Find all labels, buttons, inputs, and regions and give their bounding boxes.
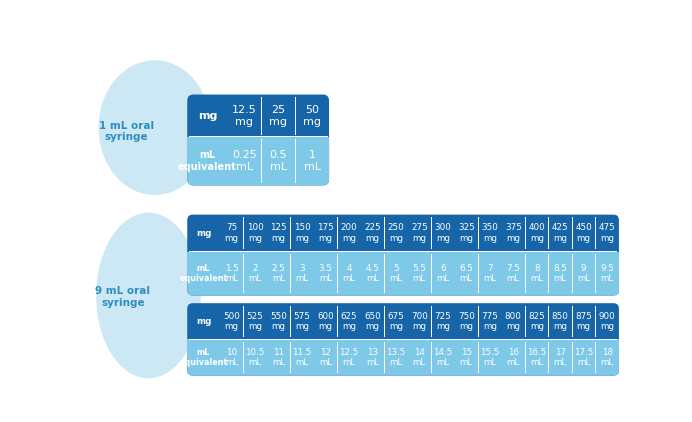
Text: 500
mg: 500 mg [223,311,240,331]
Text: 800
mg: 800 mg [505,311,522,331]
Text: 775
mg: 775 mg [482,311,498,331]
Text: 200
mg: 200 mg [340,223,357,243]
Text: 100
mg: 100 mg [246,223,264,243]
Bar [189,251,617,252]
Text: 9
mL: 9 mL [577,264,590,283]
Text: 12
mL: 12 mL [319,348,332,367]
Text: 325
mg: 325 mg [458,223,475,243]
FancyBboxPatch shape [188,95,329,185]
Text: 13
mL: 13 mL [366,348,379,367]
Text: mg: mg [196,229,211,238]
Text: 450
mg: 450 mg [575,223,592,243]
Text: 3
mL: 3 mL [295,264,309,283]
Ellipse shape [98,60,211,195]
Text: 875
mg: 875 mg [575,311,592,331]
Bar [188,137,329,161]
Text: 4
mL: 4 mL [343,264,356,283]
Text: 12.5
mg: 12.5 mg [232,105,257,127]
Text: 8.5
mL: 8.5 mL [554,264,567,283]
Text: 75
mg: 75 mg [224,223,239,243]
Text: 0.5
mL: 0.5 mL [269,150,287,172]
FancyBboxPatch shape [188,339,619,376]
Text: mL
equivalent: mL equivalent [179,264,228,283]
Text: 10.5
mL: 10.5 mL [246,348,265,367]
Text: 5
mL: 5 mL [390,264,403,283]
Text: 3.5
mL: 3.5 mL [318,264,332,283]
Text: 9 mL oral
syringe: 9 mL oral syringe [95,286,150,308]
Text: 750
mg: 750 mg [458,311,475,331]
Text: mL
equivalent: mL equivalent [179,348,228,367]
Bar [189,339,617,340]
Text: 25
mg: 25 mg [269,105,287,127]
Text: mg: mg [198,111,217,121]
Text: 125
mg: 125 mg [270,223,286,243]
Text: 17
mL: 17 mL [554,348,567,367]
FancyBboxPatch shape [188,215,619,295]
Text: 575
mg: 575 mg [293,311,311,331]
FancyBboxPatch shape [188,137,329,185]
Text: 14.5
mL: 14.5 mL [433,348,453,367]
Text: 625
mg: 625 mg [340,311,357,331]
Text: 675
mg: 675 mg [388,311,404,331]
FancyBboxPatch shape [188,303,619,376]
Bar [188,339,619,357]
Text: 7
mL: 7 mL [483,264,496,283]
Text: 275
mg: 275 mg [411,223,428,243]
Text: 14
mL: 14 mL [412,348,426,367]
Text: 9.5
mL: 9.5 mL [601,264,614,283]
Text: 400
mg: 400 mg [529,223,545,243]
Text: 225
mg: 225 mg [364,223,381,243]
Text: 600
mg: 600 mg [317,311,334,331]
Text: 550
mg: 550 mg [270,311,287,331]
Text: 1
mL: 1 mL [304,150,320,172]
Text: 0.25
mL: 0.25 mL [232,150,257,172]
Text: 2
mL: 2 mL [248,264,262,283]
Text: 8
mL: 8 mL [530,264,543,283]
Text: 17.5
mL: 17.5 mL [574,348,594,367]
Text: 7.5
mL: 7.5 mL [507,264,520,283]
FancyBboxPatch shape [188,252,619,295]
Text: 15
mL: 15 mL [459,348,473,367]
Text: 16.5
mL: 16.5 mL [527,348,547,367]
Text: 50
mg: 50 mg [303,105,321,127]
Text: 6.5
mL: 6.5 mL [459,264,473,283]
Text: 12.5
mL: 12.5 mL [339,348,358,367]
Text: 700
mg: 700 mg [411,311,428,331]
Text: 425
mg: 425 mg [552,223,569,243]
Text: 300
mg: 300 mg [435,223,451,243]
Text: 525
mg: 525 mg [246,311,264,331]
Text: mg: mg [196,317,211,326]
Text: 6
mL: 6 mL [436,264,450,283]
Text: 11.5
mL: 11.5 mL [292,348,311,367]
Text: 16
mL: 16 mL [507,348,520,367]
Text: 375
mg: 375 mg [505,223,522,243]
Text: 15.5
mL: 15.5 mL [480,348,500,367]
Text: 13.5
mL: 13.5 mL [386,348,406,367]
Bar [189,136,327,138]
Text: 11
mL: 11 mL [272,348,285,367]
Text: 850
mg: 850 mg [552,311,569,331]
Text: 1.5
mL: 1.5 mL [225,264,239,283]
Text: 150
mg: 150 mg [293,223,310,243]
Text: 475
mg: 475 mg [599,223,616,243]
Text: 4.5
mL: 4.5 mL [365,264,379,283]
Text: 725
mg: 725 mg [435,311,451,331]
Text: 650
mg: 650 mg [364,311,381,331]
Text: 175
mg: 175 mg [317,223,334,243]
Text: 350
mg: 350 mg [482,223,498,243]
Text: 18
mL: 18 mL [601,348,614,367]
Text: mL
equivalent: mL equivalent [178,150,237,172]
Bar [188,252,619,273]
Text: 2.5
mL: 2.5 mL [272,264,285,283]
Text: 825
mg: 825 mg [529,311,545,331]
Text: 1 mL oral
syringe: 1 mL oral syringe [99,121,154,142]
Text: 900
mg: 900 mg [599,311,616,331]
Ellipse shape [96,213,201,378]
Text: 10
mL: 10 mL [225,348,238,367]
Text: 5.5
mL: 5.5 mL [412,264,426,283]
Text: 250
mg: 250 mg [388,223,404,243]
